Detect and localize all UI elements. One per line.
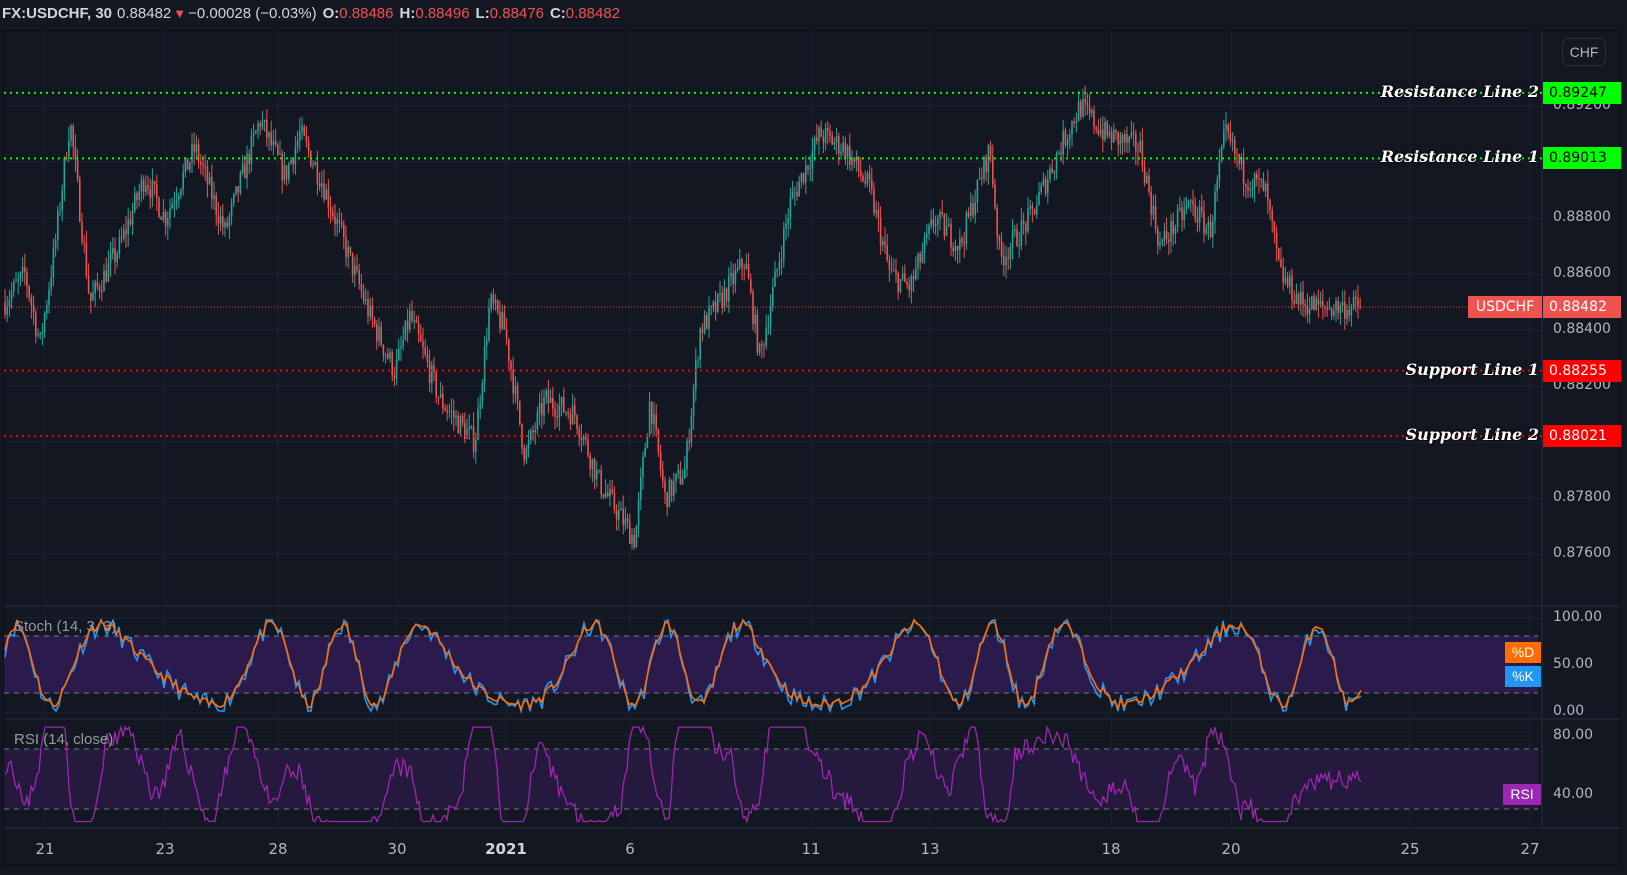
open-label: O: xyxy=(322,4,340,22)
time-tick: 6 xyxy=(625,840,635,858)
last-price: 0.88482 xyxy=(117,4,172,22)
chart-header: FX:USDCHF, 30 0.88482 ▼ −0.00028 (−0.03%… xyxy=(0,0,1627,26)
rsi-title[interactable]: RSI (14, close) xyxy=(14,731,114,748)
stoch-d-tag: %D xyxy=(1505,642,1541,663)
time-tick: 20 xyxy=(1221,840,1241,858)
time-tick: 28 xyxy=(268,840,288,858)
stoch-tick-100: 100.00 xyxy=(1553,609,1602,625)
close-label: C: xyxy=(549,4,566,22)
line-label[interactable]: Resistance Line 1 xyxy=(1380,147,1539,167)
line-label[interactable]: Resistance Line 2 xyxy=(1380,81,1539,101)
price-tick: 0.88600 xyxy=(1553,265,1611,281)
stoch-k-tag: %K xyxy=(1505,666,1541,687)
symbol-price-tag: USDCHF xyxy=(1468,296,1542,319)
time-tick: 11 xyxy=(801,840,821,858)
line-price-tag: 0.88021 xyxy=(1543,425,1621,448)
rsi-tag: RSI xyxy=(1503,784,1541,805)
line-price-tag: 0.89247 xyxy=(1543,81,1621,104)
current-price-tag: 0.88482 xyxy=(1543,296,1621,319)
stoch-title[interactable]: Stoch (14, 3, 3) xyxy=(14,618,117,635)
line-label[interactable]: Support Line 1 xyxy=(1405,359,1539,379)
time-tick: 21 xyxy=(35,840,55,858)
time-tick: 27 xyxy=(1520,840,1540,858)
time-tick: 25 xyxy=(1400,840,1420,858)
price-tick: 0.88800 xyxy=(1553,209,1611,225)
rsi-tick-80: 80.00 xyxy=(1553,727,1594,743)
time-tick: 30 xyxy=(387,840,407,858)
close-value: 0.88482 xyxy=(565,4,621,22)
line-price-tag: 0.89013 xyxy=(1543,147,1621,170)
line-price-tag: 0.88255 xyxy=(1543,359,1621,382)
stoch-tick-0: 0.00 xyxy=(1553,703,1585,719)
time-tick: 2021 xyxy=(485,840,527,858)
low-value: 0.88476 xyxy=(489,4,544,22)
symbol-label[interactable]: FX:USDCHF, 30 xyxy=(2,4,113,22)
stoch-tick-50: 50.00 xyxy=(1553,656,1594,672)
time-tick: 23 xyxy=(155,840,175,858)
high-label: H: xyxy=(399,4,416,22)
line-label[interactable]: Support Line 2 xyxy=(1405,425,1539,445)
down-arrow-icon: ▼ xyxy=(173,5,187,21)
price-change: −0.00028 (−0.03%) xyxy=(188,4,317,22)
low-label: L: xyxy=(475,4,490,22)
price-tick: 0.87600 xyxy=(1553,545,1611,561)
currency-badge[interactable]: CHF xyxy=(1562,38,1606,66)
time-tick: 13 xyxy=(920,840,940,858)
time-tick: 18 xyxy=(1101,840,1121,858)
high-value: 0.88496 xyxy=(415,4,470,22)
price-tick: 0.87800 xyxy=(1553,489,1611,505)
price-tick: 0.88400 xyxy=(1553,321,1611,337)
open-value: 0.88486 xyxy=(339,4,394,22)
rsi-tick-40: 40.00 xyxy=(1553,786,1594,802)
